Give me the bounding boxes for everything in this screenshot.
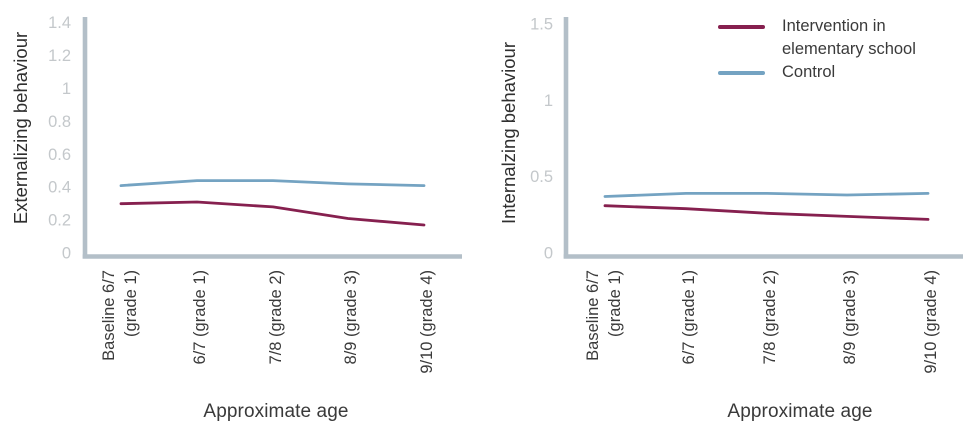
y-tick-label: 0.5 <box>530 168 553 186</box>
y-tick-label: 0 <box>544 245 553 263</box>
legend-item-control: Control <box>718 61 924 84</box>
y-tick-label: 0 <box>62 245 71 263</box>
y-tick-label: 1.5 <box>530 16 553 34</box>
y-tick-label: 1 <box>544 92 553 110</box>
y-axis-title: Externalizing behaviour <box>10 32 31 224</box>
series-line-intervention <box>119 200 426 227</box>
x-axis-title-externalizing: Approximate age <box>203 401 349 422</box>
x-category-label: 7/8 (grade 2) <box>761 270 779 364</box>
y-tick-label: 0.4 <box>48 179 71 197</box>
legend-label-intervention: Intervention in elementary school <box>782 17 916 58</box>
x-category-label: 9/10 (grade 4) <box>922 270 940 374</box>
legend-label-control: Control <box>782 63 836 81</box>
y-tick-label: 0.6 <box>48 146 71 164</box>
legend-line-swatch-intervention <box>718 25 765 29</box>
y-tick-label: 1 <box>62 80 71 98</box>
series-line-control <box>603 191 930 198</box>
x-category-label: Baseline 6/7 <box>584 270 602 361</box>
legend-item-intervention: Intervention in elementary school <box>718 15 924 61</box>
x-category-label: 6/7 (grade 1) <box>191 270 209 364</box>
x-category-label: Baseline 6/7 <box>100 270 118 361</box>
x-category-label: 9/10 (grade 4) <box>418 270 436 374</box>
externalizing-chart: 1.4 1.2 1 0.8 0.6 0.4 0.2 0 Externalizing behavi… <box>10 14 462 374</box>
legend-line-swatch-control <box>718 71 765 75</box>
y-axis-title: Internalzing behaviour <box>498 42 519 224</box>
x-category-label: 6/7 (grade 1) <box>680 270 698 364</box>
x-axis-title-internalizing: Approximate age <box>727 401 873 422</box>
legend: Intervention in elementary school Contro… <box>718 15 924 84</box>
y-tick-label: 0.8 <box>48 113 71 131</box>
series-line-control <box>119 179 426 188</box>
x-category-label: 8/9 (grade 3) <box>841 270 859 364</box>
x-category-label: 7/8 (grade 2) <box>267 270 285 364</box>
y-tick-label: 1.4 <box>48 14 71 32</box>
y-tick-label: 0.2 <box>48 212 71 230</box>
internalizing-chart: 1.5 1 0.5 0 Internalzing behaviour Baseline 6… <box>498 16 963 374</box>
series-line-intervention <box>603 204 930 221</box>
y-tick-label: 1.2 <box>48 47 71 65</box>
x-category-label: 8/9 (grade 3) <box>342 270 360 364</box>
x-category-label: (grade 1) <box>122 270 140 337</box>
x-category-label: (grade 1) <box>606 270 624 337</box>
